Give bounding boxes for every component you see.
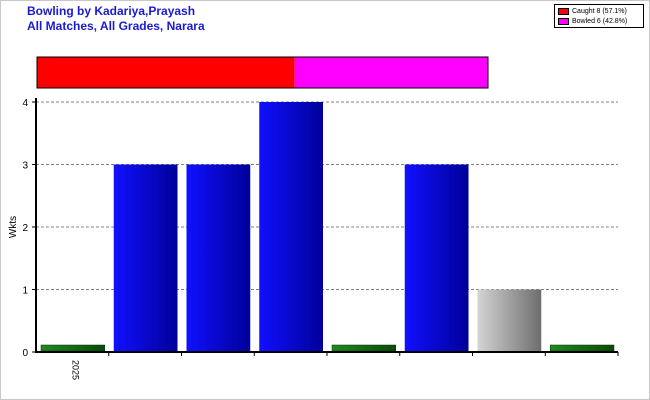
bar [550, 344, 615, 352]
chart-title: Bowling by Kadariya,Prayash [27, 4, 196, 18]
legend-label-caught: Caught 8 (57.1%) [572, 8, 627, 15]
y-tick-label: 0 [22, 348, 28, 359]
legend-item-bowled: Bowled 6 (42.8%) [558, 17, 627, 26]
bar [331, 344, 396, 352]
chart-subtitle: All Matches, All Grades, Narara [27, 19, 205, 33]
bar [477, 289, 542, 352]
bar [186, 164, 251, 352]
y-axis-label: Wkts [8, 216, 19, 238]
y-tick-label: 4 [22, 98, 28, 109]
legend-swatch-bowled [558, 18, 569, 25]
bar [40, 344, 105, 352]
legend-item-caught: Caught 8 (57.1%) [558, 7, 627, 16]
y-tick-label: 2 [22, 223, 28, 234]
stack-segment-caught [37, 57, 295, 88]
legend-swatch-caught [558, 8, 569, 15]
y-tick-label: 1 [22, 286, 28, 297]
stack-segment-bowled [294, 57, 488, 88]
x-tick-label: 2025 [70, 360, 80, 380]
bar [113, 164, 178, 352]
legend-label-bowled: Bowled 6 (42.8%) [572, 18, 628, 25]
bar [404, 164, 469, 352]
y-tick-label: 3 [22, 161, 28, 172]
bar [259, 102, 323, 352]
stack-border [36, 56, 489, 89]
legend: Caught 8 (57.1%) Bowled 6 (42.8%) [554, 4, 644, 28]
